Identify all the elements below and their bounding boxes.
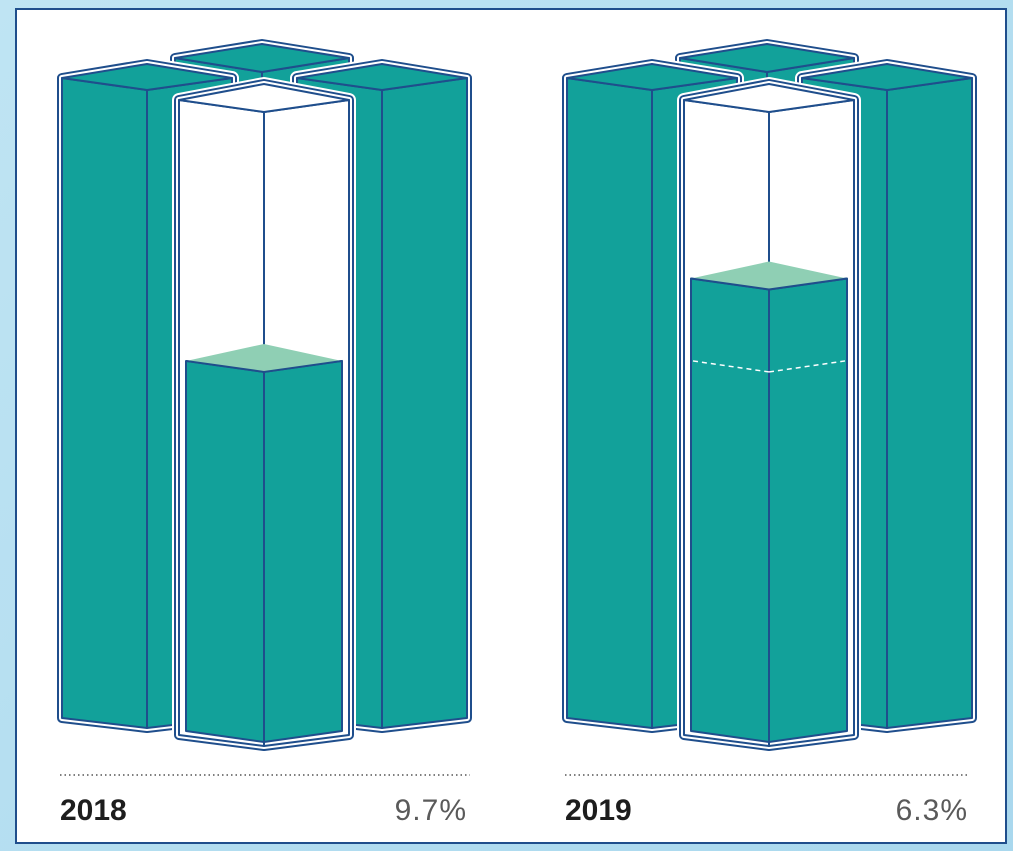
value-label-2019: 6.3% xyxy=(896,794,968,827)
col-2019-front-fill-left xyxy=(690,277,770,743)
category-label-2019: 2019 xyxy=(565,794,632,827)
col-2019-front-fill-top xyxy=(691,261,847,290)
col-2018-right-top-face xyxy=(296,63,468,91)
col-2019-front-ref-l xyxy=(692,360,770,373)
col-2018-left-left-face xyxy=(61,77,148,729)
col-2019-front-top-face xyxy=(683,83,855,113)
col-2019-front-fill-edge-l xyxy=(690,277,770,291)
col-2018-back-top-face xyxy=(174,43,350,73)
col-2018-left-top-face xyxy=(61,63,233,91)
col-2019-right-right-face xyxy=(886,77,973,729)
col-2019-left-top-face xyxy=(566,63,738,91)
category-label-2018: 2018 xyxy=(60,794,127,827)
col-2018-front-fill-edge-l xyxy=(185,359,265,373)
col-2019-front-ref-r xyxy=(768,360,846,373)
col-2018-front-fill-top xyxy=(186,343,342,372)
col-2019-back-top-face xyxy=(679,43,855,73)
bar-group-2019 xyxy=(560,37,979,753)
col-2019-front-fill-right xyxy=(768,277,848,743)
col-2019-left-left-face xyxy=(566,77,653,729)
col-2018-front-fill-edge-r xyxy=(263,359,343,373)
bar-group-2018 xyxy=(55,37,474,753)
col-2018-front-top-face xyxy=(178,83,350,113)
value-label-2018: 9.7% xyxy=(395,794,467,827)
col-2018-front-fill-right xyxy=(263,359,343,743)
col-2019-front-fill-edge-r xyxy=(768,277,848,291)
col-2018-right-right-face xyxy=(381,77,468,729)
col-2018-front-fill-left xyxy=(185,359,265,743)
col-2019-right-top-face xyxy=(801,63,973,91)
